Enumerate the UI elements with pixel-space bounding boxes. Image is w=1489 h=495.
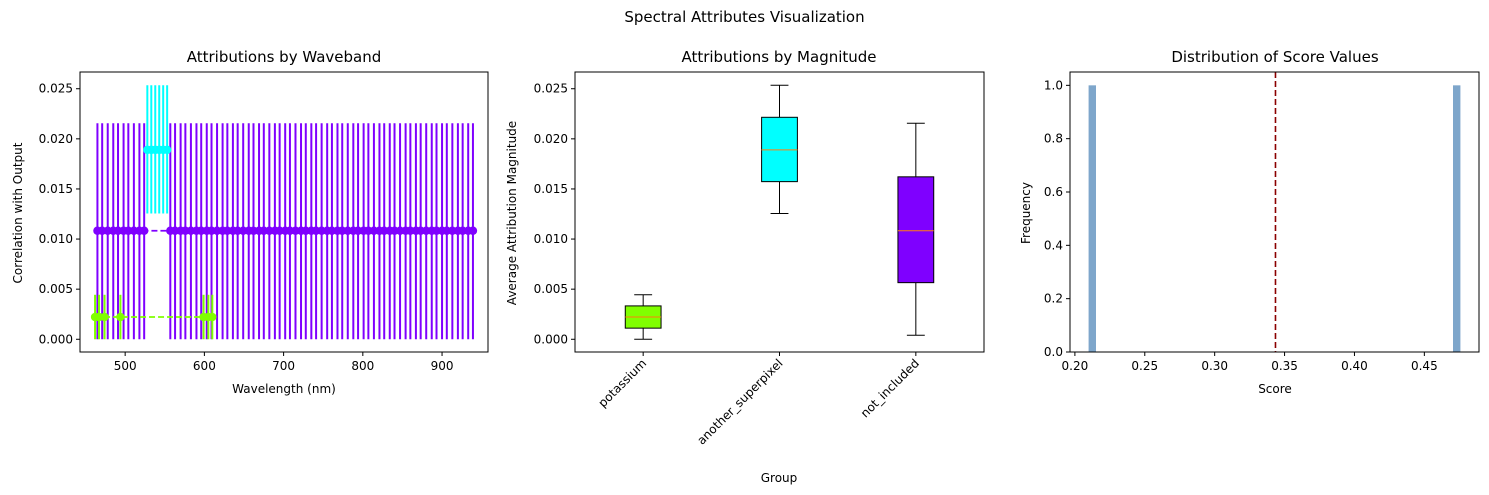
x-tick-label: 500 bbox=[114, 359, 137, 373]
y-tick-label: 0.4 bbox=[1044, 238, 1063, 252]
y-tick-label: 0.000 bbox=[534, 332, 568, 346]
x-tick-label: 700 bbox=[272, 359, 295, 373]
score-histogram-panel: Distribution of Score Values Score Frequ… bbox=[1019, 48, 1480, 396]
y-tick-label: 0.010 bbox=[39, 232, 73, 246]
y-tick-label: 0.0 bbox=[1044, 345, 1063, 359]
x-tick-label: 0.25 bbox=[1131, 359, 1158, 373]
y-axis-label: Frequency bbox=[1019, 182, 1033, 244]
y-tick-label: 0.8 bbox=[1044, 132, 1063, 146]
x-tick-label: 600 bbox=[193, 359, 216, 373]
x-tick-label: potassium bbox=[595, 356, 649, 410]
y-axis-label: Average Attribution Magnitude bbox=[505, 121, 519, 305]
series-potassium bbox=[90, 294, 217, 340]
waveband-panel: Attributions by Waveband Wavelength (nm)… bbox=[11, 48, 489, 396]
figure-title: Spectral Attributes Visualization bbox=[624, 8, 865, 26]
y-tick-label: 0.015 bbox=[39, 182, 73, 196]
histogram-bar bbox=[1453, 85, 1461, 352]
x-axis-label: Score bbox=[1258, 382, 1292, 396]
panel-title: Distribution of Score Values bbox=[1171, 48, 1378, 66]
magnitude-panel: Attributions by Magnitude Group Average … bbox=[505, 48, 985, 485]
y-tick-label: 0.015 bbox=[534, 182, 568, 196]
panel-title: Attributions by Magnitude bbox=[681, 48, 876, 66]
y-tick-label: 0.005 bbox=[39, 282, 73, 296]
x-tick-label: not_included bbox=[858, 356, 922, 420]
x-tick-label: 800 bbox=[351, 359, 374, 373]
box-not_included: not_included bbox=[858, 122, 935, 420]
panel-title: Attributions by Waveband bbox=[187, 48, 382, 66]
y-tick-label: 0.010 bbox=[534, 232, 568, 246]
x-tick-label: 0.40 bbox=[1341, 359, 1368, 373]
x-tick-label: 0.30 bbox=[1201, 359, 1228, 373]
data-point bbox=[468, 226, 478, 235]
data-point bbox=[162, 145, 172, 155]
y-tick-label: 0.020 bbox=[39, 132, 73, 146]
x-tick-label: 0.35 bbox=[1271, 359, 1298, 373]
data-point bbox=[208, 312, 217, 322]
series-another_superpixel bbox=[143, 85, 172, 214]
y-tick-label: 0.025 bbox=[39, 82, 73, 96]
x-axis-label: Group bbox=[761, 471, 798, 485]
axes-frame bbox=[574, 71, 985, 353]
y-tick-label: 0.000 bbox=[39, 332, 73, 346]
y-tick-label: 0.020 bbox=[534, 132, 568, 146]
histogram-bar bbox=[1088, 85, 1096, 352]
box-body bbox=[897, 176, 935, 284]
y-tick-label: 0.025 bbox=[534, 82, 568, 96]
y-tick-label: 1.0 bbox=[1044, 78, 1063, 92]
series-not_included bbox=[93, 123, 478, 340]
plot-area bbox=[90, 85, 478, 340]
box-another_superpixel: another_superpixel bbox=[694, 84, 798, 448]
x-tick-label: 0.45 bbox=[1411, 359, 1438, 373]
x-tick-label: another_superpixel bbox=[694, 356, 785, 447]
data-point bbox=[116, 312, 125, 322]
data-point bbox=[139, 226, 149, 235]
y-tick-label: 0.2 bbox=[1044, 292, 1063, 306]
x-tick-label: 900 bbox=[431, 359, 454, 373]
y-tick-label: 0.6 bbox=[1044, 185, 1063, 199]
x-axis-label: Wavelength (nm) bbox=[232, 382, 336, 396]
x-tick-label: 0.20 bbox=[1062, 359, 1089, 373]
y-axis-label: Correlation with Output bbox=[11, 142, 25, 283]
data-point bbox=[100, 312, 109, 322]
y-tick-label: 0.005 bbox=[534, 282, 568, 296]
axes-frame bbox=[1069, 71, 1480, 353]
